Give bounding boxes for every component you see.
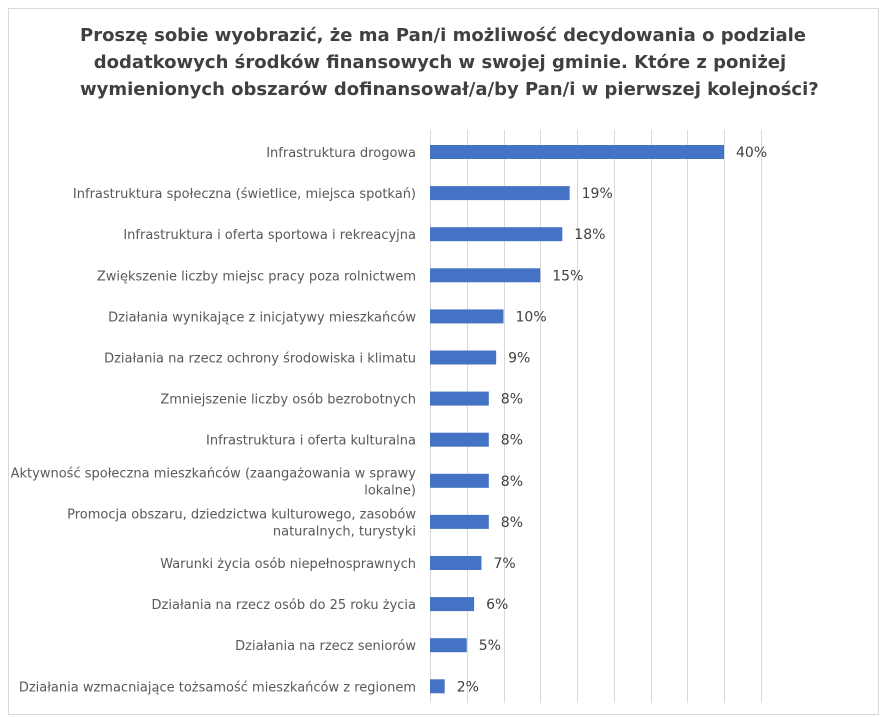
value-label-8: 8% [501,474,523,490]
category-label-12: Działania na rzecz seniorów [235,639,416,654]
bar-4 [430,309,504,324]
value-label-0: 40% [736,145,767,161]
value-label-9: 8% [501,515,523,531]
category-label-6: Zmniejszenie liczby osób bezrobotnych [160,393,416,408]
category-label-11: Działania na rzecz osób do 25 roku życia [152,598,416,613]
chart-title-line-1: Proszę sobie wyobrazić, że ma Pan/i możl… [80,25,807,46]
category-label-8: Aktywność społeczna mieszkańców (zaangaż… [11,466,417,498]
chart-title-line-2: dodatkowych środków finansowych w swojej… [93,52,787,73]
category-label-4: Działania wynikające z inicjatywy mieszk… [108,310,416,325]
gridlines [430,130,762,703]
value-label-3: 15% [552,268,583,284]
value-label-13: 2% [457,679,479,695]
bar-6 [430,391,489,406]
bar-3 [430,268,541,283]
bar-1 [430,186,570,201]
chart-title-line-3: wymienionych obszarów dofinansował/a/by … [80,79,819,100]
category-label-2: Infrastruktura i oferta sportowa i rekre… [123,228,416,243]
bar-2 [430,227,563,242]
category-label-5: Działania na rzecz ochrony środowiska i … [104,352,416,367]
bar-10 [430,556,482,570]
value-label-11: 6% [486,597,508,613]
value-label-7: 8% [501,433,523,449]
category-label-7: Infrastruktura i oferta kulturalna [206,434,416,449]
bars [430,145,724,694]
value-label-6: 8% [501,392,523,408]
category-label-0: Infrastruktura drogowa [266,146,416,161]
bar-0 [430,145,724,159]
value-label-1: 19% [582,186,613,202]
value-label-4: 10% [516,309,547,325]
category-label-10: Warunki życia osób niepełnosprawnych [160,557,416,572]
category-label-3: Zwiększenie liczby miejsc pracy poza rol… [97,269,416,284]
value-label-2: 18% [574,227,605,243]
category-label-1: Infrastruktura społeczna (świetlice, mie… [73,187,416,202]
bar-8 [430,473,489,488]
chart-title: Proszę sobie wyobrazić, że ma Pan/i możl… [80,22,819,103]
bar-13 [430,679,445,694]
bar-7 [430,432,489,447]
bar-5 [430,350,497,365]
bar-9 [430,514,489,529]
bar-12 [430,638,467,653]
category-label-13: Działania wzmacniające tożsamość mieszka… [19,680,416,695]
value-labels: 40% 19% 18% 15% 10% 9% 8% 8% 8% 8% 7% 6% 5% 2% [457,145,767,695]
value-label-12: 5% [479,638,501,654]
value-label-10: 7% [493,556,515,572]
bar-11 [430,597,475,612]
category-labels: Infrastruktura drogowa Infrastruktura spo… [11,146,417,695]
value-label-5: 9% [508,351,530,367]
category-label-9: Promocja obszaru, dziedzictwa kulturoweg… [67,507,416,539]
